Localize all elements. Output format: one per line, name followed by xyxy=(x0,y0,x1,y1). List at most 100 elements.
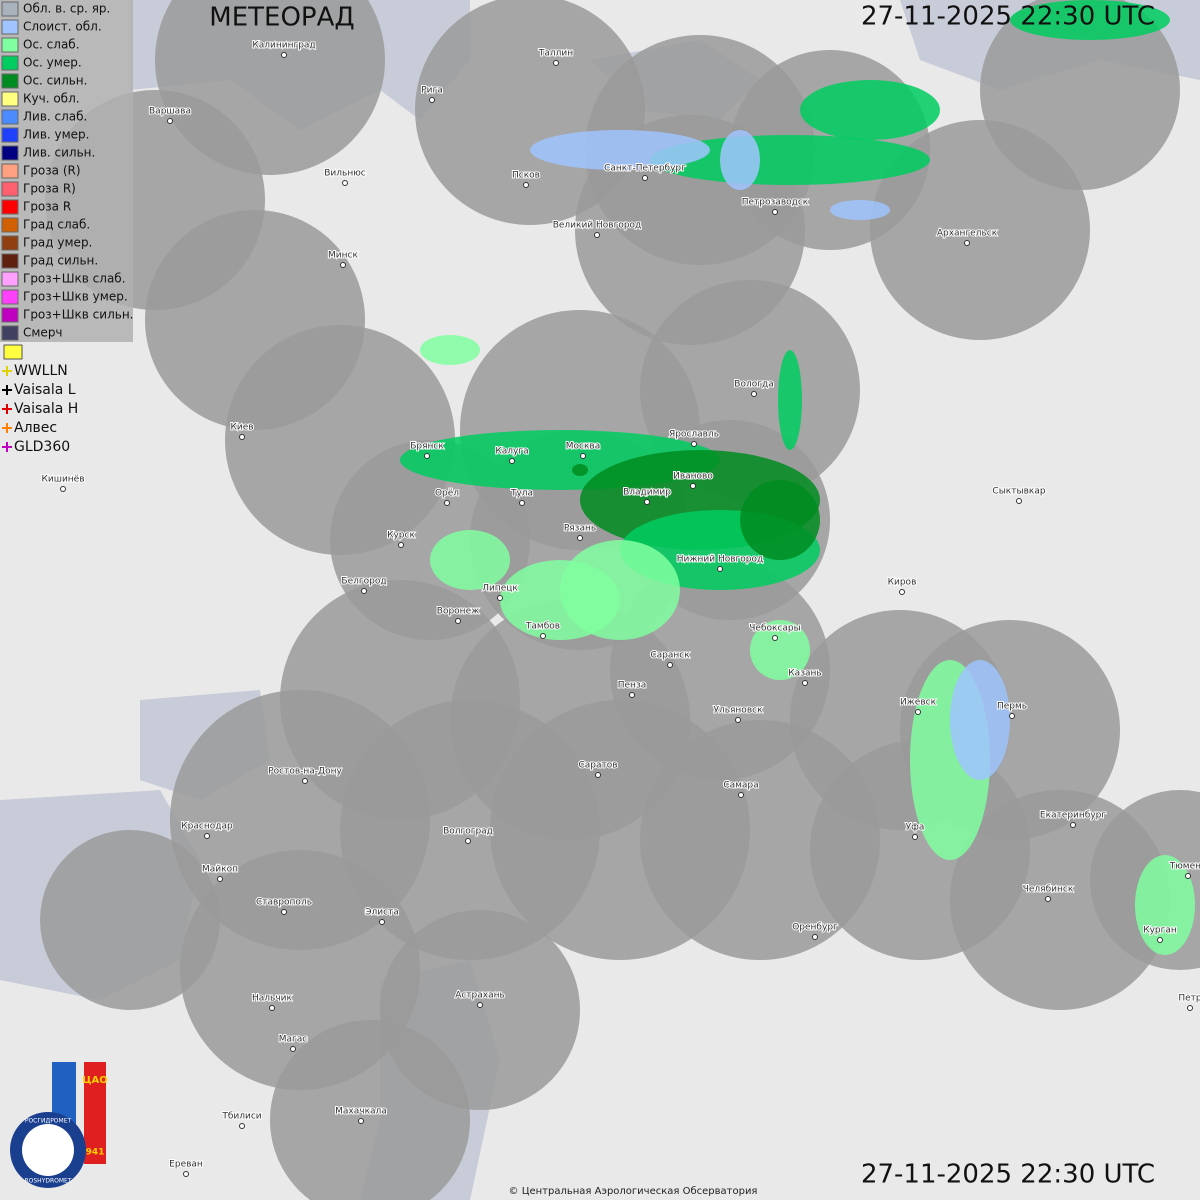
city-label: Ставрополь xyxy=(256,898,312,908)
city-label: Иваново xyxy=(673,472,713,482)
city-dot xyxy=(1070,822,1076,828)
city-label: Самара xyxy=(723,781,758,791)
legend-swatch xyxy=(1,19,19,35)
lightning-marker xyxy=(2,423,12,433)
precip-area xyxy=(530,130,710,170)
lightning-marker xyxy=(2,404,12,414)
precip-area xyxy=(740,480,820,560)
city-label: Киев xyxy=(230,423,253,433)
city-dot xyxy=(667,662,673,668)
precip-area xyxy=(650,135,930,185)
city-dot xyxy=(580,453,586,459)
city-label: Кишинёв xyxy=(41,475,84,485)
city-dot xyxy=(302,778,308,784)
city-label: Пенза xyxy=(618,681,647,691)
radar-circle xyxy=(40,830,220,1010)
precip-area xyxy=(800,80,940,140)
city-label: Курган xyxy=(1143,926,1177,936)
city-dot xyxy=(340,262,346,268)
city-label: Минск xyxy=(328,251,358,261)
precip-area xyxy=(720,130,760,190)
legend-swatch xyxy=(1,235,19,251)
city-dot xyxy=(204,833,210,839)
city-dot xyxy=(217,876,223,882)
city-dot xyxy=(802,680,808,686)
precip-area xyxy=(950,660,1010,780)
city-label: Калининград xyxy=(252,41,315,51)
precip-area xyxy=(1010,0,1170,40)
city-label: Вильнюс xyxy=(324,169,366,179)
legend-box xyxy=(0,0,133,342)
city-label: Орёл xyxy=(435,489,459,499)
legend-label: Ос. сильн. xyxy=(23,74,87,88)
city-dot xyxy=(540,633,546,639)
legend-label: Град слаб. xyxy=(23,218,90,232)
city-label: Ереван xyxy=(169,1160,203,1170)
city-dot xyxy=(281,909,287,915)
logo-flag xyxy=(84,1062,106,1164)
logo-text: РОСГИДРОМЕТ xyxy=(25,1118,72,1125)
lightning-marker xyxy=(2,385,12,395)
city-label: Архангельск xyxy=(937,229,998,239)
city-dot xyxy=(738,792,744,798)
precip-area xyxy=(500,560,620,640)
city-dot xyxy=(642,175,648,181)
lightning-label: GLD360 xyxy=(14,439,70,455)
lightning-label: Vaisala H xyxy=(14,401,78,417)
city-dot xyxy=(342,180,348,186)
legend-swatch xyxy=(1,199,19,215)
city-label: Саранск xyxy=(650,651,690,661)
city-dot xyxy=(269,1005,275,1011)
city-label: Элиста xyxy=(365,908,399,918)
city-dot xyxy=(812,934,818,940)
city-label: Липецк xyxy=(482,584,518,594)
city-label: Саратов xyxy=(578,761,617,771)
city-label: Великий Новгород xyxy=(553,221,642,231)
city-dot xyxy=(644,499,650,505)
city-dot xyxy=(717,566,723,572)
legend-swatch xyxy=(1,145,19,161)
city-dot xyxy=(1009,713,1015,719)
legend-swatch xyxy=(1,271,19,287)
city-dot xyxy=(444,500,450,506)
city-label: Вологда xyxy=(734,380,773,390)
legend-label: Гроза (R) xyxy=(23,164,81,178)
city-dot xyxy=(167,118,173,124)
legend-label: Град сильн. xyxy=(23,254,98,268)
legend-swatch xyxy=(1,109,19,125)
city-dot xyxy=(455,618,461,624)
city-label: Киров xyxy=(888,578,917,588)
city-label: Псков xyxy=(512,171,540,181)
city-label: Москва xyxy=(566,442,600,452)
city-dot xyxy=(751,391,757,397)
city-dot xyxy=(290,1046,296,1052)
city-label: Калуга xyxy=(495,447,528,457)
city-label: Брянск xyxy=(410,442,444,452)
city-label: Воронеж xyxy=(437,607,479,617)
logo: ЦАО 941 РОСГИДРОМЕТ ROSHYDROMET xyxy=(10,1062,108,1188)
precip-area xyxy=(420,335,480,365)
precip-area xyxy=(750,620,810,680)
city-dot xyxy=(358,1118,364,1124)
city-label: Сыктывкар xyxy=(992,487,1045,497)
city-dot xyxy=(60,486,66,492)
radar-circle xyxy=(270,1020,470,1204)
city-dot xyxy=(239,1123,245,1129)
precipitation xyxy=(400,0,1195,955)
legend-label: Слоист. обл. xyxy=(23,20,102,34)
city-dot xyxy=(1157,937,1163,943)
legend-swatch xyxy=(1,55,19,71)
lightning-marker xyxy=(2,442,12,452)
legend-swatch xyxy=(1,307,19,323)
precip-area xyxy=(830,200,890,220)
legend-swatch xyxy=(1,289,19,305)
cities: Калининград Рига Таллин Варшава Вильнюс Псков… xyxy=(40,40,1200,1177)
city-label: Тамбов xyxy=(525,622,560,632)
city-label: Тула xyxy=(510,489,533,499)
city-label: Волгоград xyxy=(443,827,493,837)
city-dot xyxy=(912,834,918,840)
city-dot xyxy=(1045,896,1051,902)
lightning-icon xyxy=(3,344,23,360)
city-dot xyxy=(594,232,600,238)
